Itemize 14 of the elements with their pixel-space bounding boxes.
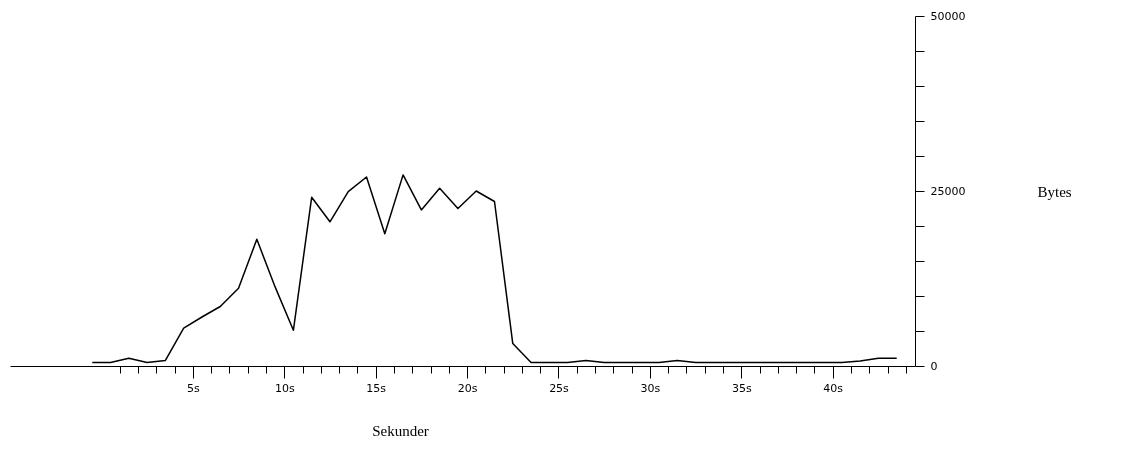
y-tick-label: 50000 <box>930 9 966 23</box>
line-series <box>91 174 898 364</box>
y-tick-label: 0 <box>930 359 938 373</box>
x-tick-label: 5s <box>186 381 200 395</box>
x-tick-label: 40s <box>823 381 844 395</box>
x-tick-label: 20s <box>457 381 478 395</box>
x-axis-title: Sekunder <box>372 422 429 439</box>
x-tick-label: 15s <box>366 381 387 395</box>
x-tick-label: 25s <box>549 381 570 395</box>
y-axis-title: Bytes <box>1037 183 1072 200</box>
y-tick-label: 25000 <box>930 184 966 198</box>
x-tick-label: 30s <box>640 381 661 395</box>
x-tick-label: 10s <box>274 381 295 395</box>
x-tick-label: 35s <box>731 381 752 395</box>
